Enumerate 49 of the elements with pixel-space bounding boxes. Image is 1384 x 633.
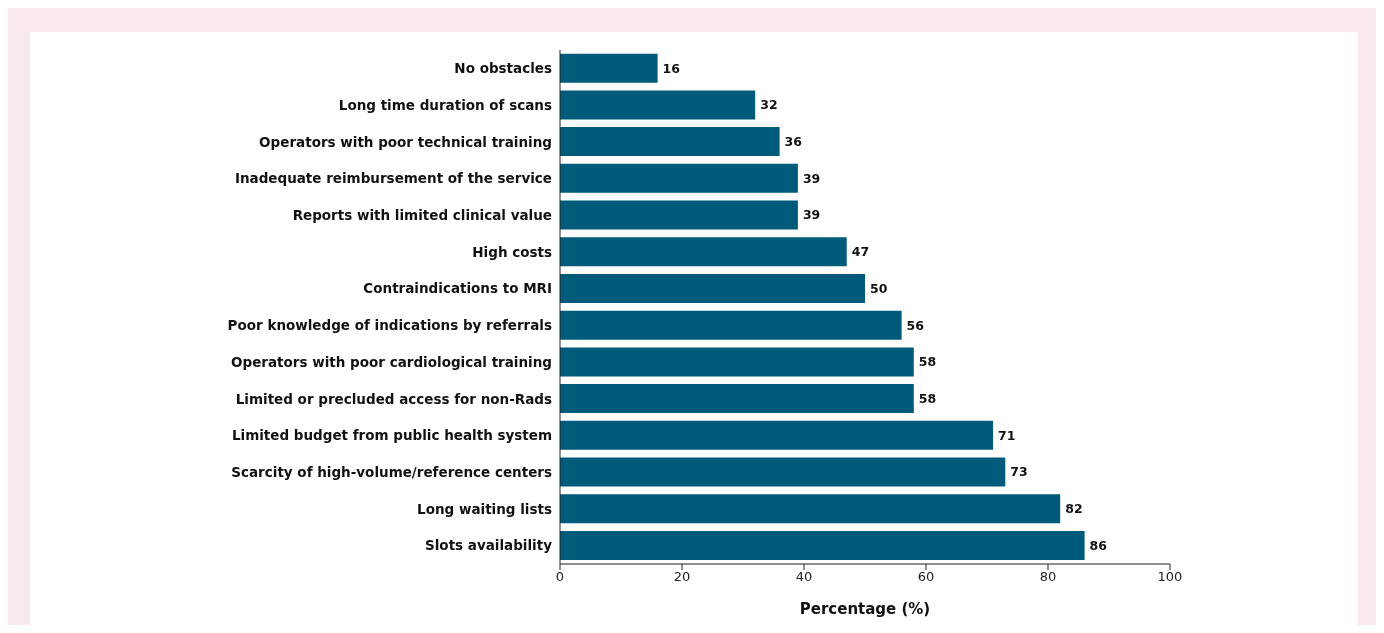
data-label: 56 [906, 317, 925, 333]
y-tick-label: Limited or precluded access for non-Rads [235, 390, 552, 407]
x-tick-label: 20 [673, 569, 691, 585]
y-tick-label: No obstacles [454, 60, 552, 77]
data-label: 39 [802, 207, 821, 223]
bar [560, 200, 798, 230]
y-tick-label: Operators with poor technical training [259, 133, 552, 150]
bar [560, 163, 798, 193]
bar [560, 127, 780, 157]
bar [560, 237, 847, 267]
bar [560, 273, 865, 303]
y-tick-label: High costs [472, 243, 552, 260]
y-tick-label: Poor knowledge of indications by referrals [227, 317, 552, 334]
y-tick-label: Contraindications to MRI [363, 280, 552, 297]
bar [560, 53, 658, 83]
data-label: 47 [851, 244, 870, 260]
data-label: 86 [1089, 537, 1108, 553]
x-axis-title: Percentage (%) [799, 600, 931, 618]
data-label: 50 [870, 280, 888, 296]
data-label: 58 [918, 354, 937, 370]
data-label: 71 [998, 427, 1016, 443]
y-tick-label: Slots availability [425, 537, 553, 554]
x-tick-label: 100 [1157, 569, 1183, 585]
bar [560, 494, 1061, 524]
bar [560, 530, 1085, 560]
y-tick-label: Long waiting lists [417, 500, 552, 517]
data-label: 58 [918, 391, 937, 407]
y-tick-label: Scarcity of high-volume/reference centers [231, 464, 552, 481]
y-tick-label: Limited budget from public health system [231, 427, 552, 444]
bar [560, 90, 756, 120]
data-label: 32 [760, 97, 778, 113]
y-tick-label: Reports with limited clinical value [292, 207, 552, 224]
x-tick-label: 0 [555, 569, 565, 585]
bar [560, 384, 914, 414]
bar [560, 457, 1006, 487]
bar [560, 310, 902, 340]
data-label: 39 [802, 170, 821, 186]
data-label: 16 [662, 60, 681, 76]
y-tick-label: Long time duration of scans [338, 96, 552, 113]
bar [560, 347, 914, 377]
x-tick-label: 80 [1039, 569, 1057, 585]
data-label: 36 [784, 134, 803, 150]
data-label: 82 [1065, 501, 1083, 517]
x-tick-label: 60 [917, 569, 935, 585]
data-label: 73 [1010, 464, 1028, 480]
bar [560, 420, 994, 450]
x-tick-label: 40 [795, 569, 813, 585]
y-tick-label: Operators with poor cardiological training [231, 353, 552, 370]
y-tick-label: Inadequate reimbursement of the service [234, 170, 552, 187]
